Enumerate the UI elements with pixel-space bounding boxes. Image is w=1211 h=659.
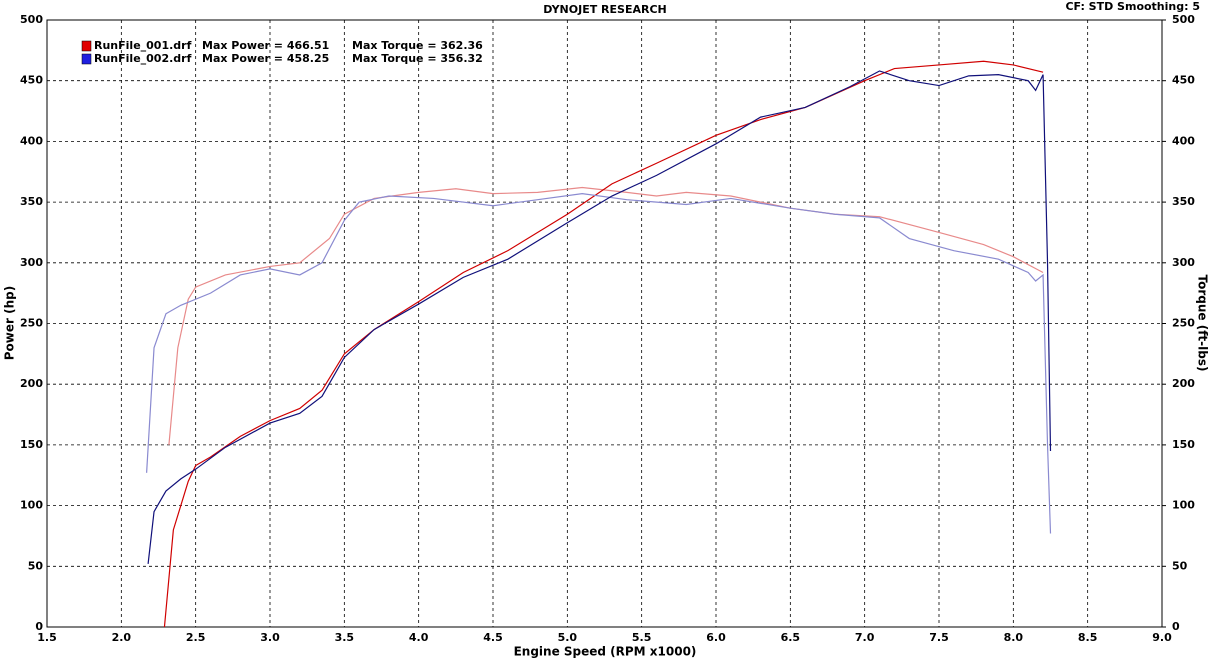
y-tick-label: 100 — [20, 499, 43, 512]
y2-tick-label: 450 — [1172, 74, 1195, 87]
x-tick-label: 8.5 — [1078, 631, 1098, 644]
settings-text: CF: STD Smoothing: 5 — [1065, 0, 1200, 13]
legend-swatch — [81, 53, 92, 65]
legend-label: RunFile_002.drf — [94, 52, 192, 65]
y2-axis-label: Torque (ft-lbs) — [1196, 275, 1210, 372]
chart-title: DYNOJET RESEARCH — [543, 3, 666, 16]
y-tick-label: 150 — [20, 438, 43, 451]
x-tick-label: 7.0 — [855, 631, 875, 644]
y2-tick-label: 250 — [1172, 317, 1195, 330]
x-tick-label: 3.0 — [260, 631, 280, 644]
legend-max-torque: Max Torque = 362.36 — [352, 39, 483, 52]
y2-tick-label: 0 — [1172, 620, 1180, 633]
x-axis-label: Engine Speed (RPM x1000) — [514, 645, 697, 659]
y-tick-label: 500 — [20, 13, 43, 26]
y-axis-label: Power (hp) — [3, 286, 17, 360]
y-tick-label: 0 — [35, 620, 43, 633]
y2-tick-label: 500 — [1172, 13, 1195, 26]
line-series — [163, 60, 1044, 628]
x-tick-label: 2.5 — [186, 631, 206, 644]
y-tick-label: 400 — [20, 134, 43, 147]
x-tick-label: 5.0 — [558, 631, 578, 644]
legend-swatch — [81, 40, 92, 52]
plot-area — [46, 19, 1163, 628]
y2-tick-label: 350 — [1172, 195, 1195, 208]
y-tick-label: 50 — [28, 559, 44, 572]
x-tick-label: 6.5 — [781, 631, 801, 644]
y-tick-label: 200 — [20, 377, 43, 390]
x-tick-label: 4.5 — [483, 631, 503, 644]
x-tick-label: 6.0 — [706, 631, 726, 644]
x-tick-label: 4.0 — [409, 631, 429, 644]
y2-tick-label: 300 — [1172, 256, 1195, 269]
y-tick-label: 250 — [20, 317, 43, 330]
line-series — [168, 186, 1044, 445]
y2-tick-label: 50 — [1172, 559, 1188, 572]
y2-tick-label: 200 — [1172, 377, 1195, 390]
legend-max-torque: Max Torque = 356.32 — [352, 52, 483, 65]
y-tick-label: 300 — [20, 256, 43, 269]
line-series — [146, 192, 1052, 534]
x-tick-label: 3.5 — [335, 631, 355, 644]
x-tick-label: 9.0 — [1152, 631, 1172, 644]
x-tick-label: 1.5 — [37, 631, 57, 644]
y2-tick-label: 100 — [1172, 499, 1195, 512]
x-tick-label: 8.0 — [1004, 631, 1024, 644]
y2-tick-label: 400 — [1172, 134, 1195, 147]
y-tick-label: 450 — [20, 74, 43, 87]
x-tick-label: 7.5 — [929, 631, 949, 644]
legend-label: RunFile_001.drf — [94, 39, 192, 52]
x-tick-label: 2.0 — [112, 631, 132, 644]
y-tick-label: 350 — [20, 195, 43, 208]
line-series — [147, 70, 1052, 564]
y2-tick-label: 150 — [1172, 438, 1195, 451]
legend-max-power: Max Power = 458.25 — [202, 52, 329, 65]
x-tick-label: 5.5 — [632, 631, 652, 644]
legend-max-power: Max Power = 466.51 — [202, 39, 329, 52]
